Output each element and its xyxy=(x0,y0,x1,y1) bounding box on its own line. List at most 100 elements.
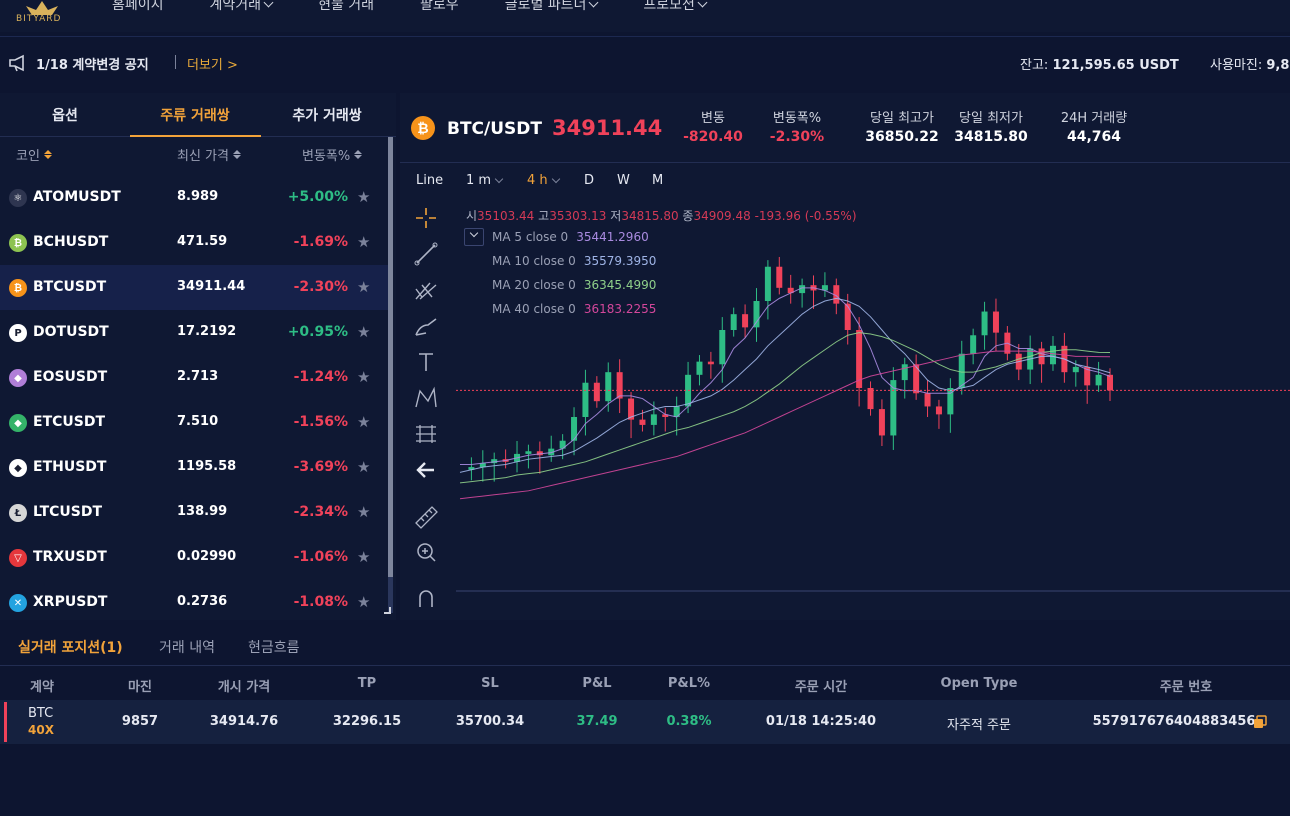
ticker-stat: 당일 최고가 36850.22 xyxy=(857,107,947,145)
candle-body xyxy=(719,330,726,365)
stat-value: 36850.22 xyxy=(865,129,939,145)
nav-item-label: 현물 거래 xyxy=(318,0,375,13)
favorite-star-icon[interactable]: ★ xyxy=(357,413,371,431)
timeframe-toolbar: Line 1 m 4 h D W M xyxy=(400,165,1290,195)
nav-item-1[interactable]: 계약거래 xyxy=(210,0,274,14)
favorite-star-icon[interactable]: ★ xyxy=(357,233,371,251)
ruler-icon[interactable] xyxy=(408,501,444,531)
favorite-star-icon[interactable]: ★ xyxy=(357,503,371,521)
timeframe-2[interactable]: 4 h xyxy=(527,173,560,188)
coin-row[interactable]: ⚛ ATOMUSDT 8.989 +5.00% ★ xyxy=(0,175,388,220)
candle-body xyxy=(958,353,965,388)
timeframe-0[interactable]: Line xyxy=(416,173,443,188)
chevron-down-icon xyxy=(551,174,560,183)
position-margin: 9857 xyxy=(121,714,159,729)
timeframe-5[interactable]: M xyxy=(652,173,663,188)
position-tp[interactable]: 32296.15 xyxy=(332,714,402,729)
tab-trade-history[interactable]: 거래 내역 xyxy=(159,640,215,656)
tab-additional-pairs[interactable]: 추가 거래쌍 xyxy=(292,108,362,124)
favorite-star-icon[interactable]: ★ xyxy=(357,458,371,476)
pair-name[interactable]: BTC/USDT xyxy=(447,119,542,139)
candle-body xyxy=(730,314,737,330)
candle-body xyxy=(673,406,680,417)
resize-handle-icon[interactable] xyxy=(384,607,391,614)
coin-row[interactable]: ₿ BTCUSDT 34911.44 -2.30% ★ xyxy=(0,265,388,310)
coin-symbol: ETCUSDT xyxy=(33,414,106,430)
col-open-type: Open Type xyxy=(940,676,1018,691)
candle-body xyxy=(650,414,657,425)
candle-body xyxy=(787,287,794,294)
measure-icon[interactable] xyxy=(408,419,444,449)
tab-major-pairs[interactable]: 주류 거래쌍 xyxy=(160,108,230,124)
timeframe-1[interactable]: 1 m xyxy=(466,173,504,188)
coin-row[interactable]: ◆ EOSUSDT 2.713 -1.24% ★ xyxy=(0,355,388,400)
candle-body xyxy=(639,419,646,425)
col-tp: TP xyxy=(357,676,377,691)
zoom-in-icon[interactable] xyxy=(408,537,444,567)
notice-text[interactable]: 1/18 계약변경 공지 xyxy=(36,58,149,73)
fib-tool-icon[interactable] xyxy=(408,275,444,305)
more-link[interactable]: 더보기 > xyxy=(187,58,238,73)
candle-body xyxy=(582,382,589,417)
favorite-star-icon[interactable]: ★ xyxy=(357,368,371,386)
favorite-star-icon[interactable]: ★ xyxy=(357,593,371,611)
coin-row[interactable]: ✕ XRPUSDT 0.2736 -1.08% ★ xyxy=(0,580,388,625)
col-sl: SL xyxy=(481,676,499,691)
nav-item-2[interactable]: 현물 거래 xyxy=(318,0,374,14)
candle-body xyxy=(935,406,942,415)
price-chart[interactable]: 시35103.44 고35303.13 저34815.80 종34909.48 … xyxy=(456,203,1290,706)
favorite-star-icon[interactable]: ★ xyxy=(357,188,371,206)
candle-body xyxy=(548,448,555,456)
nav-item-4[interactable]: 글로벌 파트너 xyxy=(505,0,599,14)
magnet-icon[interactable] xyxy=(408,585,444,607)
candle-body xyxy=(867,388,874,410)
trend-line-icon[interactable] xyxy=(408,239,444,269)
timeframe-3[interactable]: D xyxy=(584,173,594,188)
nav-item-5[interactable]: 프로모션 xyxy=(643,0,708,14)
top-nav: BITYARD 홈페이지 계약거래 현물 거래 팔로우 글로벌 파트너 프로모션 xyxy=(0,0,1290,32)
nav-item-0[interactable]: 홈페이지 xyxy=(112,0,164,14)
price-column-header[interactable]: 최신 가격 xyxy=(177,145,241,164)
candle-body xyxy=(764,266,771,301)
scrollbar-thumb[interactable] xyxy=(388,137,393,577)
coin-row[interactable]: ▽ TRXUSDT 0.02990 -1.06% ★ xyxy=(0,535,388,580)
series-line xyxy=(459,332,1111,484)
crosshair-icon[interactable] xyxy=(408,203,444,233)
stat-value: -820.40 xyxy=(683,129,743,145)
favorite-star-icon[interactable]: ★ xyxy=(357,548,371,566)
position-leverage: 40X xyxy=(28,723,54,737)
tab-options[interactable]: 옵션 xyxy=(52,108,78,124)
favorite-star-icon[interactable]: ★ xyxy=(357,278,371,296)
copy-icon[interactable] xyxy=(1253,715,1267,729)
text-icon[interactable] xyxy=(408,347,444,377)
coin-row[interactable]: ₿ BCHUSDT 471.59 -1.69% ★ xyxy=(0,220,388,265)
position-order-no: 557917676404883456 xyxy=(1092,714,1256,729)
coin-row[interactable]: ◆ ETHUSDT 1195.58 -3.69% ★ xyxy=(0,445,388,490)
ohlc-legend: 시35103.44 고35303.13 저34815.80 종34909.48 … xyxy=(466,207,857,224)
series-line xyxy=(460,287,1111,465)
chart-canvas[interactable] xyxy=(456,233,1290,603)
nav-item-label: 홈페이지 xyxy=(112,0,164,13)
coin-row[interactable]: P DOTUSDT 17.2192 +0.95% ★ xyxy=(0,310,388,355)
favorite-star-icon[interactable]: ★ xyxy=(357,323,371,341)
margin-value: 9,8 xyxy=(1266,58,1290,73)
candle-body xyxy=(696,361,703,375)
coin-row[interactable]: ◆ ETCUSDT 7.510 -1.56% ★ xyxy=(0,400,388,445)
position-sl[interactable]: 35700.34 xyxy=(455,714,525,729)
bityard-logo-icon[interactable] xyxy=(12,0,72,28)
timeframe-4[interactable]: W xyxy=(617,173,630,188)
tab-open-positions[interactable]: 실거래 포지션(1) xyxy=(18,640,123,656)
tab-cash-flow[interactable]: 현금흐름 xyxy=(248,640,300,656)
coin-change: -2.30% xyxy=(293,279,348,295)
change-column-header[interactable]: 변동폭% xyxy=(302,145,363,164)
pattern-icon[interactable] xyxy=(408,383,444,413)
legend-collapse-button[interactable] xyxy=(464,228,484,246)
coin-column-header[interactable]: 코인 xyxy=(16,145,52,164)
coin-row[interactable]: Ł LTCUSDT 138.99 -2.34% ★ xyxy=(0,490,388,535)
table-row[interactable]: BTC 40X 9857 34914.76 32296.15 35700.34 … xyxy=(0,700,1290,744)
brush-icon[interactable] xyxy=(408,311,444,341)
notice-divider xyxy=(175,55,176,69)
arrow-left-icon[interactable] xyxy=(408,455,444,485)
nav-item-3[interactable]: 팔로우 xyxy=(420,0,459,14)
coin-symbol: XRPUSDT xyxy=(33,594,108,610)
